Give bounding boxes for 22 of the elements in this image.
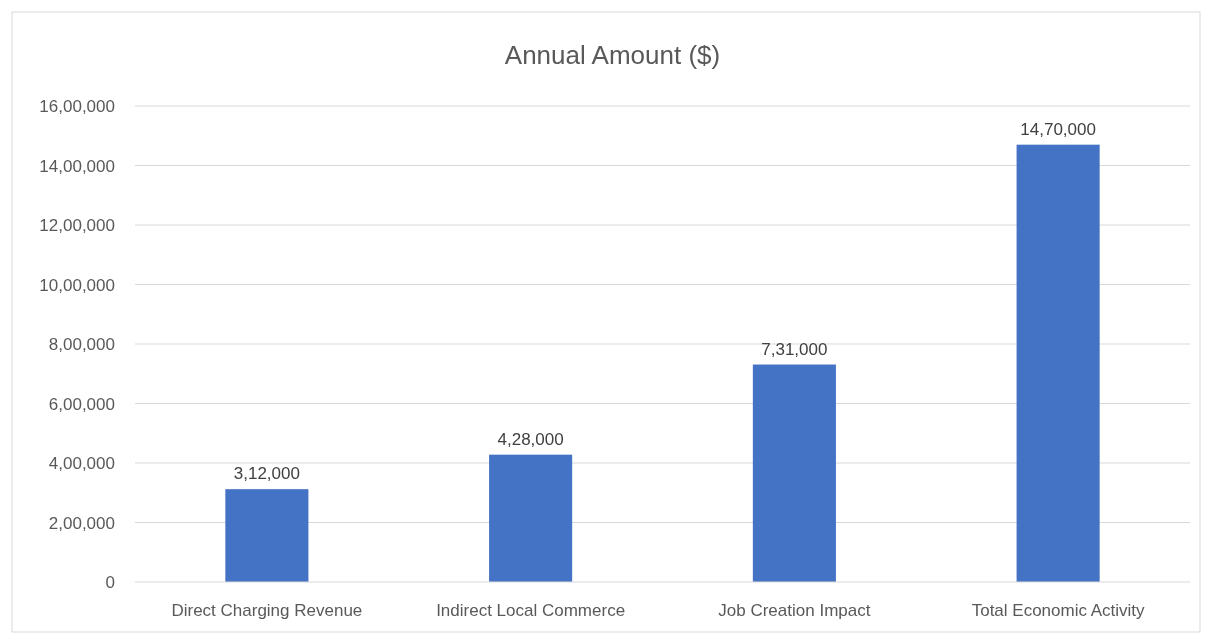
y-tick-label: 4,00,000 <box>48 454 115 473</box>
x-tick-label: Direct Charging Revenue <box>171 601 363 620</box>
x-tick-label: Total Economic Activity <box>971 601 1146 620</box>
data-label: 14,70,000 <box>1020 119 1096 139</box>
y-tick-label: 2,00,000 <box>48 513 115 533</box>
data-label: 4,28,000 <box>497 429 564 449</box>
bar <box>752 364 836 582</box>
y-tick-label: 16,00,000 <box>39 97 115 116</box>
chart-title: Annual Amount ($) <box>504 40 721 70</box>
y-tick-label: 6,00,000 <box>48 394 115 414</box>
x-tick-label: Indirect Local Commerce <box>436 601 626 620</box>
y-tick-label: 12,00,000 <box>39 216 115 235</box>
bar <box>1016 144 1100 582</box>
y-tick-label: 8,00,000 <box>48 335 115 354</box>
x-tick-label: Job Creation Impact <box>718 601 871 620</box>
y-tick-label: 0 <box>105 573 115 592</box>
bar <box>225 489 309 582</box>
bar <box>489 454 573 582</box>
data-label: 3,12,000 <box>233 464 300 484</box>
y-tick-label: 14,00,000 <box>39 156 115 176</box>
y-tick-label: 10,00,000 <box>39 275 115 295</box>
data-label: 7,31,000 <box>761 339 828 359</box>
